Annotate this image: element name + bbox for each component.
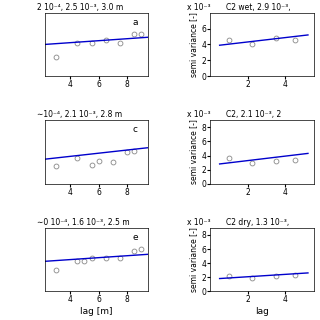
- Text: x 10⁻³: x 10⁻³: [188, 218, 211, 227]
- Text: C2, 2.1 10⁻³, 2: C2, 2.1 10⁻³, 2: [226, 110, 281, 119]
- Text: C2 wet, 2.9 10⁻³,: C2 wet, 2.9 10⁻³,: [226, 3, 290, 12]
- Text: C2 dry, 1.3 10⁻³,: C2 dry, 1.3 10⁻³,: [226, 218, 289, 227]
- Text: c: c: [133, 125, 138, 134]
- Y-axis label: semi variance [-]: semi variance [-]: [189, 120, 198, 184]
- X-axis label: lag: lag: [255, 307, 269, 316]
- Text: ∼10⁻⁴, 2.1 10⁻³, 2.8 m: ∼10⁻⁴, 2.1 10⁻³, 2.8 m: [36, 110, 122, 119]
- Text: ∼0 10⁻⁴, 1.6 10⁻³, 2.5 m: ∼0 10⁻⁴, 1.6 10⁻³, 2.5 m: [36, 218, 129, 227]
- Y-axis label: semi variance [-]: semi variance [-]: [189, 227, 198, 292]
- Text: e: e: [132, 233, 138, 242]
- Text: x 10⁻³: x 10⁻³: [188, 3, 211, 12]
- Text: x 10⁻³: x 10⁻³: [188, 110, 211, 119]
- Y-axis label: semi variance [-]: semi variance [-]: [189, 12, 198, 77]
- X-axis label: lag [m]: lag [m]: [80, 307, 113, 316]
- Text: a: a: [132, 18, 138, 27]
- Text: 2 10⁻⁴, 2.5 10⁻³, 3.0 m: 2 10⁻⁴, 2.5 10⁻³, 3.0 m: [36, 3, 123, 12]
